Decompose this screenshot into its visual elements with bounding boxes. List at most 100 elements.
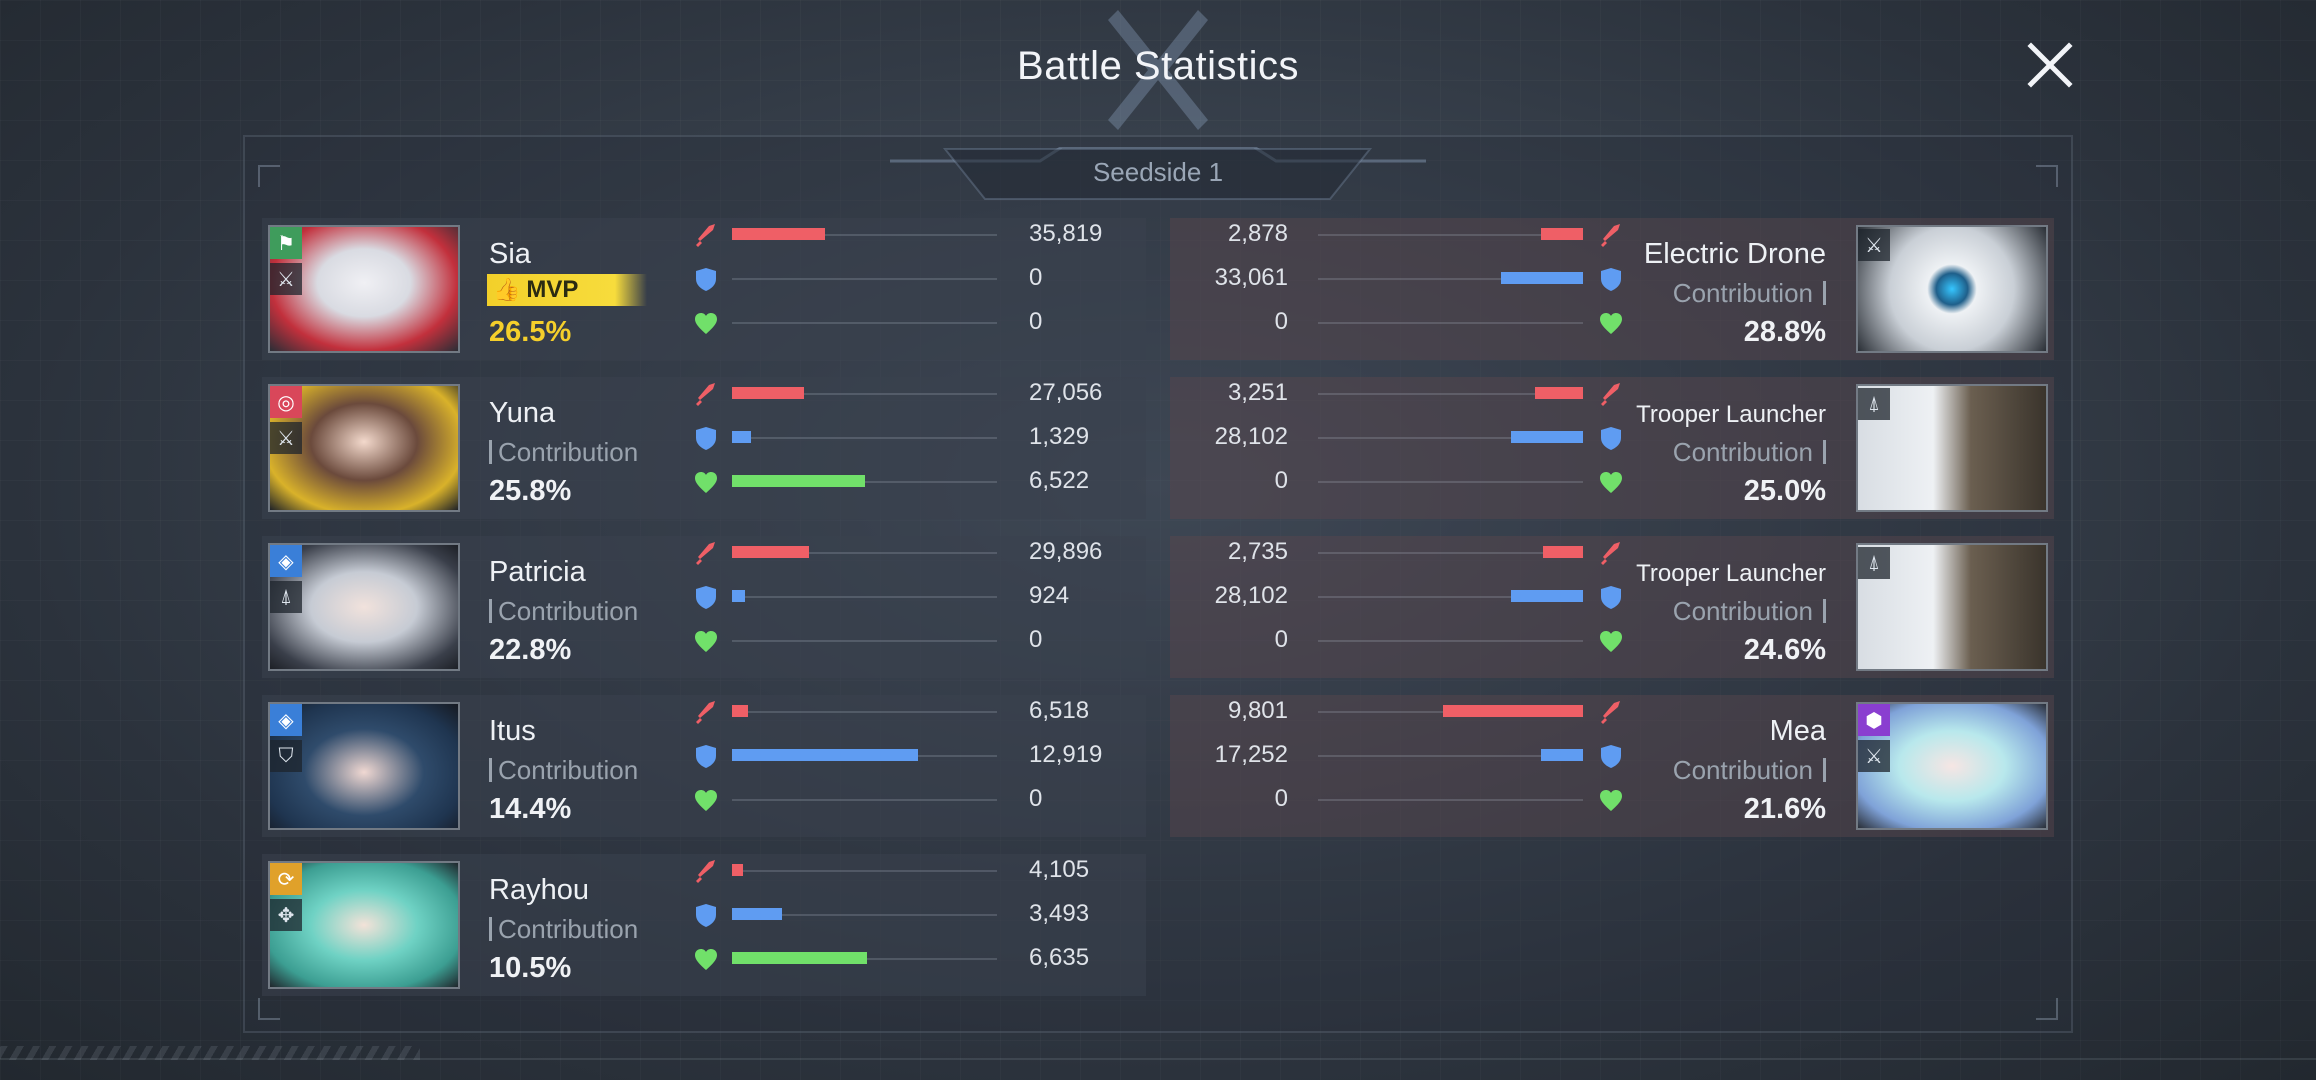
- enemy-row[interactable]: ⚔ 2,878 33,061 0 Electric Drone Contribution 2…: [1170, 218, 2054, 360]
- contribution-label: Contribution: [489, 437, 638, 468]
- divider-bar: [489, 440, 492, 464]
- attack-track: [1318, 393, 1583, 395]
- heal-value: 6,522: [1029, 467, 1090, 494]
- contribution-percent: 24.6%: [1743, 634, 1826, 666]
- attack-track: [732, 234, 997, 236]
- heal-icon: [695, 949, 717, 970]
- defense-value: 17,252: [1214, 741, 1288, 768]
- defense-value: 33,061: [1214, 264, 1288, 291]
- character-portrait[interactable]: ◈ ⛉: [268, 702, 460, 830]
- defense-icon: [1601, 268, 1621, 291]
- contribution-label: Contribution: [489, 596, 638, 627]
- contribution-text: Contribution: [1672, 755, 1813, 785]
- heal-icon: [695, 472, 717, 493]
- contribution-text: Contribution: [498, 755, 639, 785]
- sword-icon: ⚔: [1858, 229, 1890, 261]
- contribution-text: Contribution: [498, 437, 639, 467]
- character-portrait[interactable]: ◈ ⍋: [268, 543, 460, 671]
- panel-corner: [2036, 998, 2058, 1020]
- airborne-icon: ⍋: [1858, 388, 1890, 420]
- ally-row[interactable]: ◎ ⚔ Yuna Contribution 25.8% 27,056 1,329 6,522: [262, 377, 1146, 519]
- ally-row[interactable]: ⟳ ✥ Rayhou Contribution 10.5% 4,105 3,493 6,635: [262, 854, 1146, 996]
- contribution-text: Contribution: [1672, 278, 1813, 308]
- heal-value: 0: [1274, 626, 1288, 653]
- character-name: Rayhou: [489, 874, 589, 906]
- heal-icon: [695, 631, 717, 652]
- ally-row[interactable]: ◈ ⛉ Itus Contribution 14.4% 6,518 12,919 0: [262, 695, 1146, 837]
- attack-bar: [732, 705, 748, 717]
- character-name: Patricia: [489, 556, 586, 588]
- character-portrait[interactable]: ⚑ ⚔: [268, 225, 460, 353]
- ally-row[interactable]: ⚑ ⚔ Sia 👍 MVP 26.5% 35,819 0 0: [262, 218, 1146, 360]
- contribution-label: Contribution: [1673, 755, 1826, 786]
- close-icon[interactable]: [2025, 40, 2075, 90]
- thumbs-up-icon: 👍: [493, 277, 521, 302]
- enemy-row[interactable]: ⍋ 2,735 28,102 0 Trooper Launcher Contributio…: [1170, 536, 2054, 678]
- defense-bar: [732, 590, 745, 602]
- defense-icon: [696, 904, 716, 927]
- defense-bar: [732, 749, 918, 761]
- footer-line: [0, 1058, 2316, 1060]
- defense-value: 28,102: [1214, 582, 1288, 609]
- attack-track: [1318, 552, 1583, 554]
- defense-bar: [1511, 590, 1583, 602]
- attack-track: [1318, 234, 1583, 236]
- airborne-icon: ⍋: [270, 581, 302, 613]
- character-portrait[interactable]: ⬢ ⚔: [1856, 702, 2048, 830]
- character-name: Itus: [489, 715, 536, 747]
- defense-icon: [696, 745, 716, 768]
- tab-seedside[interactable]: [890, 147, 1426, 202]
- contribution-percent: 25.8%: [489, 475, 572, 507]
- attack-value: 29,896: [1029, 538, 1103, 565]
- defense-bar: [732, 431, 751, 443]
- character-name: Yuna: [489, 397, 556, 429]
- contribution-label: Contribution: [489, 755, 638, 786]
- divider-bar: [489, 599, 492, 623]
- sword-icon: ⚔: [1858, 740, 1890, 772]
- character-portrait[interactable]: ◎ ⚔: [268, 384, 460, 512]
- attack-value: 2,878: [1227, 220, 1288, 247]
- sword-icon: ⚔: [270, 422, 302, 454]
- crossed-swords-emblem-icon: [1108, 10, 1208, 130]
- enemy-name: Mea: [1769, 715, 1826, 747]
- attack-bar: [1535, 387, 1583, 399]
- attack-icon: [1601, 224, 1620, 247]
- attack-icon: [696, 542, 715, 565]
- defense-icon: [696, 586, 716, 609]
- heal-icon: [1600, 313, 1622, 334]
- ally-row[interactable]: ◈ ⍋ Patricia Contribution 22.8% 29,896 924 0: [262, 536, 1146, 678]
- footer-stripe: [0, 1046, 420, 1060]
- attack-value: 3,251: [1227, 379, 1288, 406]
- character-portrait[interactable]: ⍋: [1856, 384, 2048, 512]
- contribution-text: Contribution: [498, 914, 639, 944]
- attack-icon: [696, 383, 715, 406]
- defense-icon: [1601, 427, 1621, 450]
- attack-value: 4,105: [1029, 856, 1090, 883]
- heal-value: 0: [1274, 467, 1288, 494]
- character-portrait[interactable]: ⟳ ✥: [268, 861, 460, 989]
- defense-icon: [1601, 745, 1621, 768]
- attack-track: [732, 552, 997, 554]
- attack-value: 35,819: [1029, 220, 1103, 247]
- character-portrait[interactable]: ⚔: [1856, 225, 2048, 353]
- defense-bar: [1511, 431, 1583, 443]
- heal-track: [732, 322, 997, 324]
- attack-value: 27,056: [1029, 379, 1103, 406]
- attack-value: 6,518: [1029, 697, 1090, 724]
- attack-bar: [1443, 705, 1583, 717]
- diamond-icon: ◈: [270, 545, 302, 577]
- enemy-row[interactable]: ⍋ 3,251 28,102 0 Trooper Launcher Contributio…: [1170, 377, 2054, 519]
- strategist-icon: ⚑: [270, 227, 302, 259]
- contribution-percent: 25.0%: [1743, 475, 1826, 507]
- defense-value: 924: [1029, 582, 1070, 609]
- panel-corner: [2036, 165, 2058, 187]
- heal-icon: [695, 313, 717, 334]
- character-portrait[interactable]: ⍋: [1856, 543, 2048, 671]
- enemy-row[interactable]: ⬢ ⚔ 9,801 17,252 0 Mea Contribution 21.6%: [1170, 695, 2054, 837]
- enemy-name: Trooper Launcher: [1636, 560, 1826, 587]
- defense-track: [732, 437, 997, 439]
- defense-icon: [1601, 586, 1621, 609]
- contribution-percent: 14.4%: [489, 793, 572, 825]
- enemy-name: Electric Drone: [1643, 238, 1826, 270]
- tab-label: Seedside 1: [1092, 157, 1224, 187]
